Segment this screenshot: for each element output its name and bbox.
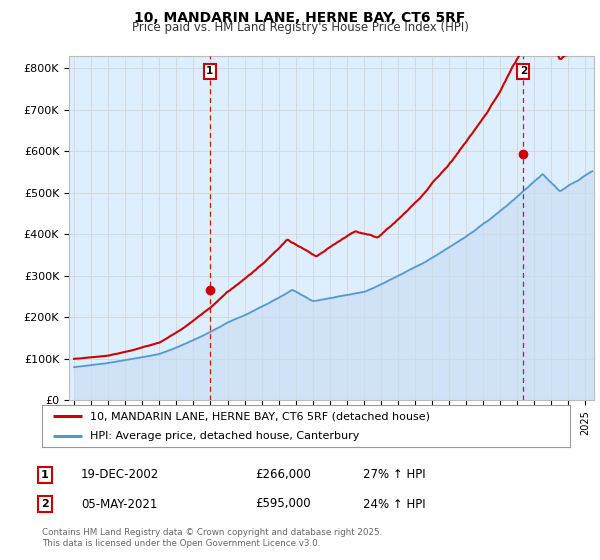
Text: HPI: Average price, detached house, Canterbury: HPI: Average price, detached house, Cant… (89, 431, 359, 441)
Text: 10, MANDARIN LANE, HERNE BAY, CT6 5RF (detached house): 10, MANDARIN LANE, HERNE BAY, CT6 5RF (d… (89, 411, 430, 421)
Text: 24% ↑ HPI: 24% ↑ HPI (363, 497, 425, 511)
Text: 10, MANDARIN LANE, HERNE BAY, CT6 5RF: 10, MANDARIN LANE, HERNE BAY, CT6 5RF (134, 11, 466, 25)
Text: 2: 2 (41, 499, 49, 509)
Text: £266,000: £266,000 (255, 468, 311, 482)
Text: 1: 1 (41, 470, 49, 480)
Text: 05-MAY-2021: 05-MAY-2021 (81, 497, 157, 511)
Text: 2: 2 (520, 67, 527, 77)
Text: 1: 1 (206, 67, 214, 77)
Text: Price paid vs. HM Land Registry's House Price Index (HPI): Price paid vs. HM Land Registry's House … (131, 21, 469, 34)
Text: £595,000: £595,000 (255, 497, 311, 511)
Text: 27% ↑ HPI: 27% ↑ HPI (363, 468, 425, 482)
Text: Contains HM Land Registry data © Crown copyright and database right 2025.
This d: Contains HM Land Registry data © Crown c… (42, 528, 382, 548)
Text: 19-DEC-2002: 19-DEC-2002 (81, 468, 159, 482)
